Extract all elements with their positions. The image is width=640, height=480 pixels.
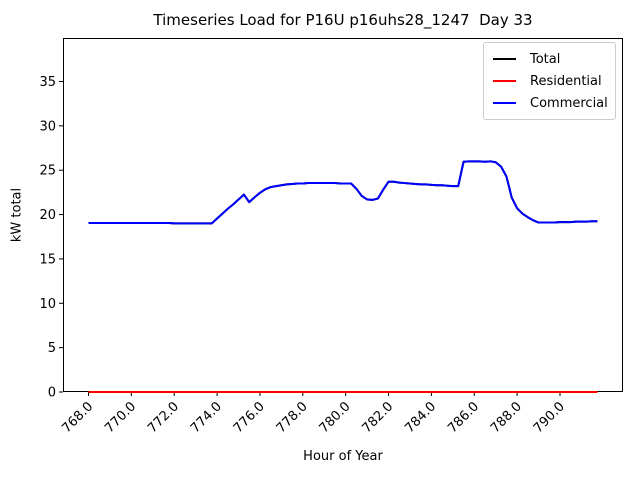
y-tick-label: 30: [39, 119, 56, 134]
y-tick-label: 15: [39, 252, 56, 267]
x-tick-label: 774.0: [188, 399, 225, 436]
legend: Total Residential Commercial: [483, 42, 616, 120]
x-tick-label: 786.0: [445, 399, 482, 436]
legend-item-label: Total: [530, 51, 561, 67]
x-tick-label: 772.0: [145, 399, 182, 436]
x-tick-label: 790.0: [531, 399, 568, 436]
y-tick-label: 35: [39, 75, 56, 90]
x-tick-label: 784.0: [402, 399, 439, 436]
x-axis-label: Hour of Year: [303, 449, 383, 464]
legend-item-label: Residential: [530, 73, 602, 89]
legend-item-residential: Residential: [493, 70, 606, 92]
legend-line-sample: [493, 58, 516, 60]
legend-item-label: Commercial: [530, 95, 608, 111]
y-tick-label: 20: [39, 208, 56, 223]
chart-title: Timeseries Load for P16U p16uhs28_1247 D…: [153, 11, 533, 29]
x-tick-label: 778.0: [274, 399, 311, 436]
y-tick-label: 0: [48, 386, 56, 401]
x-tick-label: 768.0: [59, 399, 96, 436]
y-tick-label: 5: [48, 341, 56, 356]
x-tick-label: 782.0: [359, 399, 396, 436]
x-tick-label: 788.0: [488, 399, 525, 436]
legend-line-sample: [493, 80, 516, 82]
x-tick-label: 776.0: [231, 399, 268, 436]
legend-item-commercial: Commercial: [493, 92, 608, 114]
y-tick-label: 10: [39, 297, 56, 312]
y-axis-label: kW total: [9, 187, 25, 243]
legend-item-total: Total: [493, 48, 606, 70]
legend-line-sample: [493, 102, 516, 104]
y-tick-label: 25: [39, 164, 56, 179]
x-tick-label: 770.0: [102, 399, 139, 436]
x-tick-label: 780.0: [317, 399, 354, 436]
series-line-commercial: [88, 160, 598, 225]
series-line-total: [88, 160, 598, 225]
